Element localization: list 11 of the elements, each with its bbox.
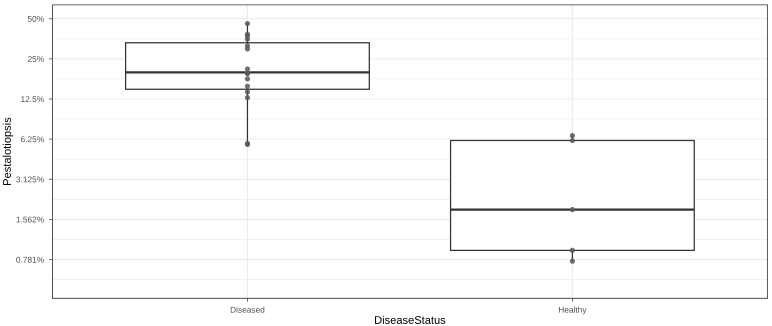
x-tick-label: Diseased (230, 306, 264, 313)
x-axis-title: DiseaseStatus (375, 316, 446, 324)
y-tick-label: 6.25% (20, 136, 44, 142)
y-tick-label: 3.125% (16, 176, 44, 182)
y-axis-title: Pestalotiopsis (2, 118, 14, 185)
x-tick-label: Healthy (558, 306, 587, 314)
y-tick-label: 12.5% (21, 96, 44, 102)
y-tick-label: 1.562% (16, 216, 44, 223)
y-tick-label: 50% (28, 16, 44, 22)
y-tick-label: 25% (28, 56, 44, 62)
y-tick-label: 0.781% (16, 256, 44, 263)
